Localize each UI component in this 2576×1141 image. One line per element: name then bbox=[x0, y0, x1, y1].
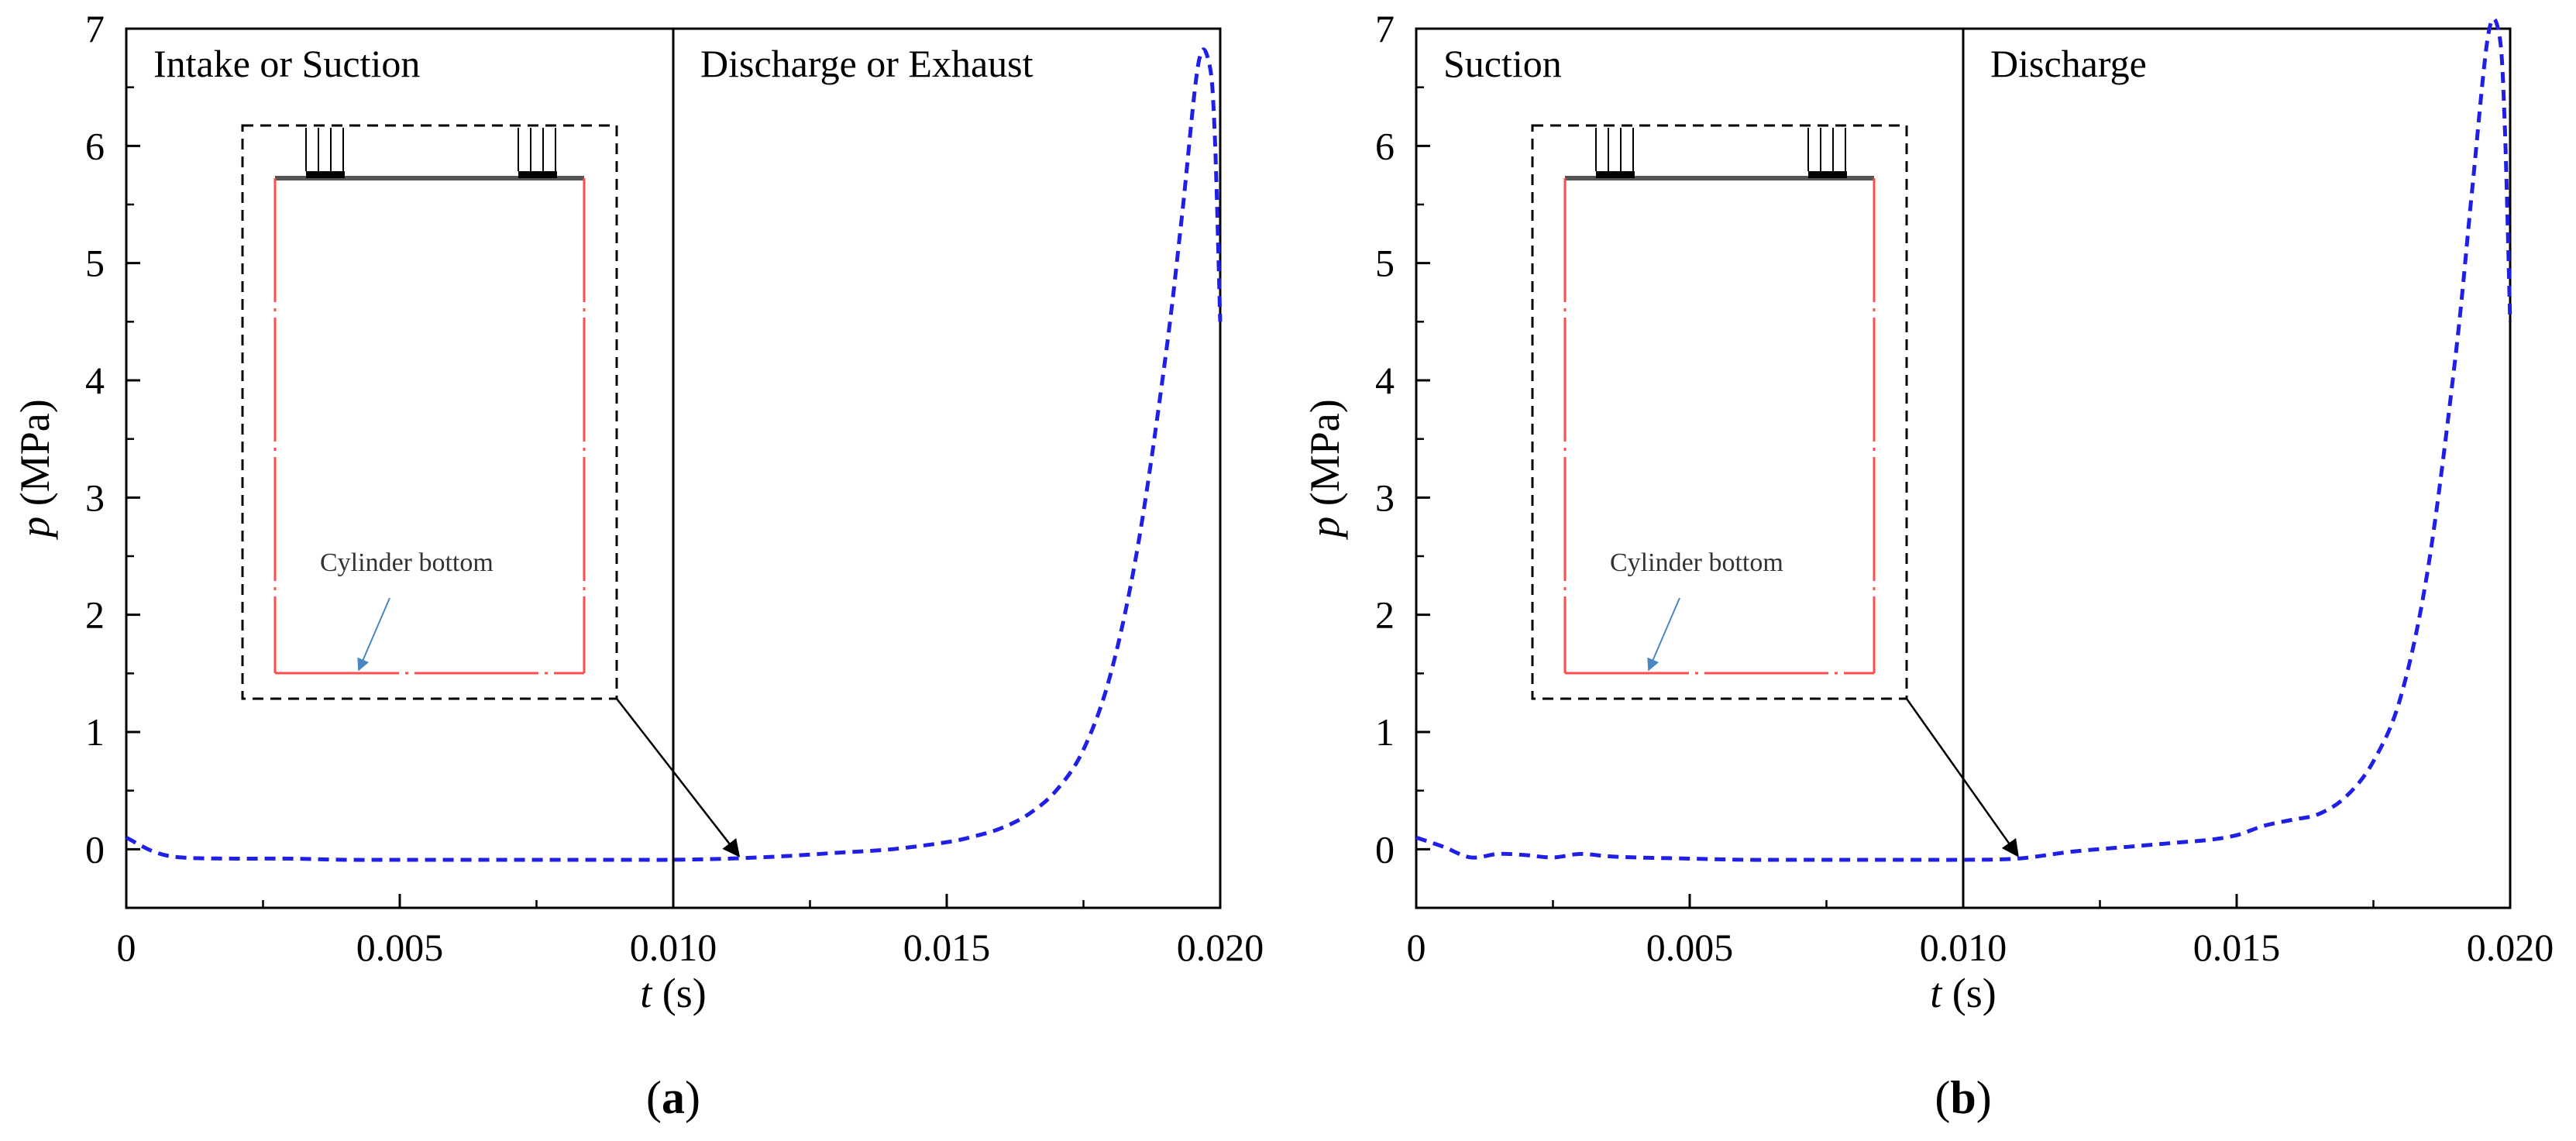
y-tick-label: 2 bbox=[1375, 593, 1395, 637]
x-axis-variable: t bbox=[640, 970, 653, 1016]
y-tick-label: 5 bbox=[85, 242, 105, 285]
x-axis-title: t (s) bbox=[1930, 970, 1996, 1016]
x-tick-label: 0.015 bbox=[903, 926, 991, 969]
region-label-left: Suction bbox=[1443, 42, 1562, 85]
y-tick-label: 6 bbox=[85, 124, 105, 167]
panel-label-letter: b bbox=[1950, 1072, 1976, 1123]
x-axis-title: t (s) bbox=[640, 970, 707, 1016]
y-axis-variable: p bbox=[12, 517, 58, 541]
panel-label-close: ) bbox=[685, 1072, 700, 1123]
cylinder-bottom-pointer bbox=[1647, 597, 1680, 672]
y-axis-title: p (MPa) bbox=[12, 399, 58, 540]
panel-label: (a) bbox=[646, 1072, 700, 1123]
x-tick-label: 0.010 bbox=[1920, 926, 2007, 969]
region-label-left: Intake or Suction bbox=[153, 42, 420, 85]
y-tick-label: 0 bbox=[1375, 827, 1395, 871]
valve-seat bbox=[306, 171, 345, 178]
y-tick-label: 1 bbox=[1375, 710, 1395, 754]
panel-label-close: ) bbox=[1976, 1072, 1992, 1123]
y-tick-label: 3 bbox=[1375, 476, 1395, 519]
zoom-arrow bbox=[616, 698, 741, 857]
x-axis-variable: t bbox=[1930, 970, 1943, 1016]
y-tick-label: 4 bbox=[1375, 359, 1395, 402]
y-tick-label: 7 bbox=[1375, 7, 1395, 50]
y-tick-label: 6 bbox=[1375, 124, 1395, 167]
y-axis-unit: (MPa) bbox=[12, 399, 58, 516]
y-tick-label: 7 bbox=[85, 7, 105, 50]
zoom-arrow bbox=[1905, 698, 2019, 857]
valve-seat bbox=[1596, 171, 1635, 178]
series-line-pressure bbox=[1415, 16, 2512, 862]
x-tick-label: 0.020 bbox=[1177, 926, 1264, 969]
y-tick-label: 5 bbox=[1375, 242, 1395, 285]
y-axis-unit: (MPa) bbox=[1302, 399, 1348, 516]
series-line-pressure bbox=[125, 47, 1223, 862]
cylinder-bottom-label: Cylinder bottom bbox=[320, 548, 494, 577]
x-tick-label: 0 bbox=[1407, 926, 1426, 969]
region-label-right: Discharge or Exhaust bbox=[700, 42, 1033, 85]
panel-label-open: ( bbox=[1935, 1072, 1950, 1123]
x-tick-label: 0.005 bbox=[1646, 926, 1734, 969]
y-tick-label: 3 bbox=[85, 476, 105, 519]
panel-label-letter: a bbox=[662, 1072, 685, 1123]
cylinder-bottom-label: Cylinder bottom bbox=[1610, 548, 1783, 577]
valve-seat bbox=[1808, 171, 1847, 178]
y-axis-title: p (MPa) bbox=[1302, 399, 1348, 540]
y-tick-label: 2 bbox=[85, 593, 105, 637]
y-axis-variable: p bbox=[1302, 517, 1348, 541]
inset-frame bbox=[1531, 124, 1908, 700]
x-tick-label: 0.015 bbox=[2193, 926, 2281, 969]
x-tick-label: 0 bbox=[117, 926, 136, 969]
inset-frame bbox=[241, 124, 618, 700]
x-tick-label: 0.010 bbox=[630, 926, 717, 969]
y-tick-label: 4 bbox=[85, 359, 105, 402]
panel-b: 0 0.005 0.010 0.015 0.020 0 1 2 3 4 5 6 7 Suction Disc… bbox=[1302, 7, 2554, 1123]
region-label-right: Discharge bbox=[1990, 42, 2147, 85]
panel-label-open: ( bbox=[646, 1072, 662, 1123]
x-tick-label: 0.005 bbox=[356, 926, 444, 969]
x-axis-unit: (s) bbox=[652, 970, 706, 1016]
panel-a: 0 0.005 0.010 0.015 0.020 0 1 2 3 4 5 6 7 Intake or S… bbox=[12, 7, 1264, 1123]
cylinder-bottom-pointer bbox=[357, 597, 390, 672]
x-axis-unit: (s) bbox=[1941, 970, 1996, 1016]
valve-seat bbox=[518, 171, 557, 178]
x-tick-label: 0.020 bbox=[2467, 926, 2554, 969]
panel-label: (b) bbox=[1935, 1072, 1991, 1123]
y-tick-label: 0 bbox=[85, 827, 105, 871]
y-tick-label: 1 bbox=[85, 710, 105, 754]
